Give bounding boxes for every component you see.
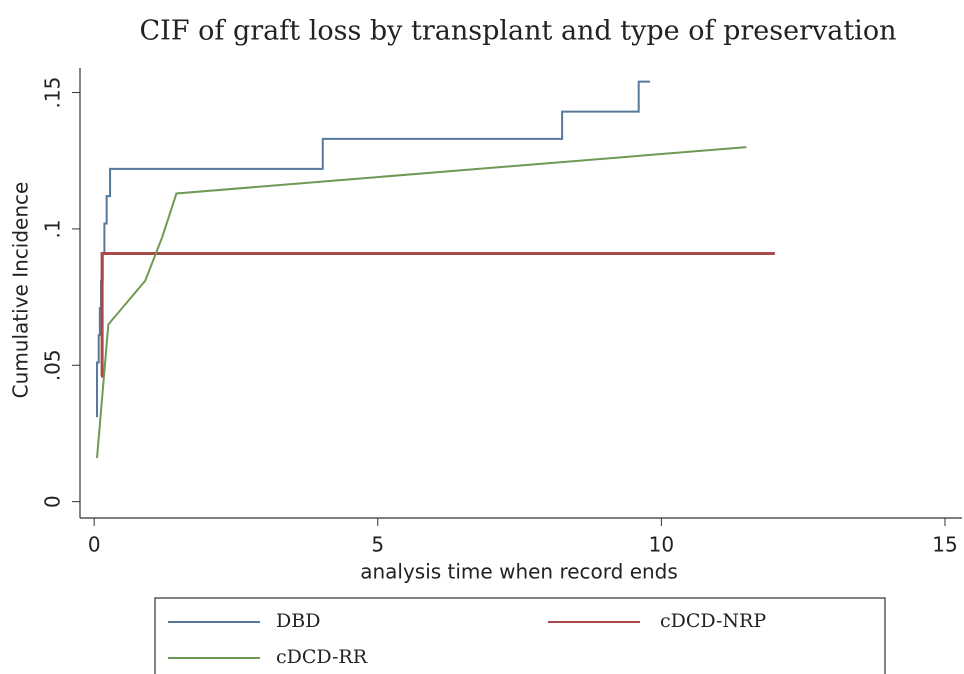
legend-box — [154, 597, 886, 674]
x-tick-label: 10 — [649, 533, 674, 557]
series-line — [100, 251, 775, 378]
y-tick-label: .1 — [41, 219, 65, 238]
chart-title: CIF of graft loss by transplant and type… — [140, 16, 897, 47]
x-tick-label: 0 — [88, 533, 101, 557]
series-line — [96, 146, 747, 459]
y-tick-label: .15 — [41, 77, 65, 109]
y-tick-label: .05 — [41, 349, 65, 381]
x-axis-label: analysis time when record ends — [360, 560, 678, 584]
legend-label: cDCD-RR — [276, 646, 368, 668]
series-line — [96, 80, 651, 418]
y-tick-label: 0 — [41, 495, 65, 508]
x-tick-label: 15 — [932, 533, 957, 557]
legend-label: DBD — [276, 610, 320, 632]
legend-label: cDCD-NRP — [660, 610, 766, 632]
x-tick-label: 5 — [371, 533, 384, 557]
y-axis-label: Cumulative Incidence — [9, 182, 33, 399]
